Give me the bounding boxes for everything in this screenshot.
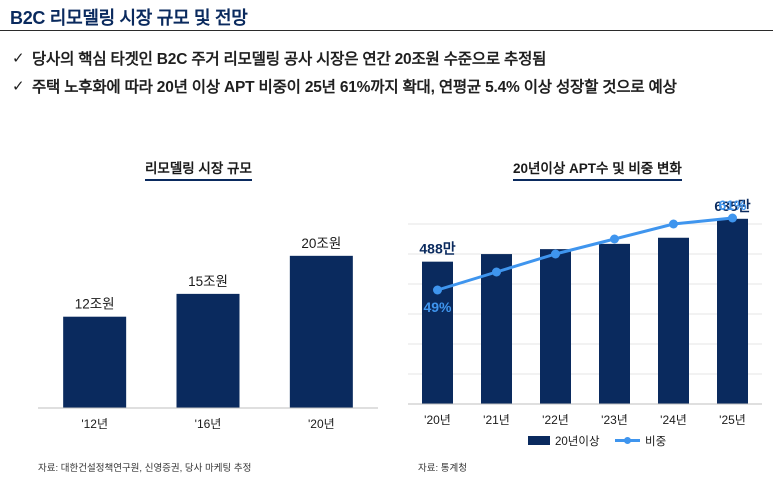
legend-line-label: 비중 [645,435,666,448]
market-bar-1 [176,293,240,408]
market-bar-0 [63,316,127,408]
apt-bar-4 [658,237,689,404]
apt-x-tick-2: '22년 [542,413,569,427]
legend-bar-swatch [528,436,550,445]
market-bar-2 [289,255,353,408]
apt-bar-1 [481,254,512,404]
legend-bar-label: 20년이상 [555,435,600,448]
ratio-annotation-0: 49% [423,299,452,315]
legend-line-marker [624,437,631,444]
page-title: B2C 리모델링 시장 규모 및 전망 [10,8,248,28]
apt-x-tick-3: '23년 [601,413,628,427]
chart2-apt-ratio: '20년 '21년 '22년 '23년 '24년 '25년 488만 635만 49% 61% 20… [408,197,762,448]
bullet-item: ✓ 주택 노후화에 따라 20년 이상 APT 비중이 25년 61%까지 확대… [12,72,677,100]
apt-x-tick-4: '24년 [660,413,687,427]
bullet-item: ✓ 당사의 핵심 타겟인 B2C 주거 리모델링 공사 시장은 연간 20조원 … [12,44,677,72]
checkmark-icon: ✓ [12,50,25,67]
apt-x-tick-5: '25년 [719,413,746,427]
market-bar-label-0: 12조원 [75,297,115,312]
bullet-text: 당사의 핵심 타겟인 B2C 주거 리모델링 공사 시장은 연간 20조원 수준… [32,51,547,68]
apt-bar-2 [540,249,571,404]
ratio-point-2 [551,249,560,259]
title-divider [0,30,773,31]
market-bar-label-1: 15조원 [188,274,228,289]
market-bar-label-2: 20조원 [301,236,341,251]
apt-bar-5 [717,218,748,404]
chart1-title: 리모델링 시장 규모 [145,157,252,181]
ratio-annotation-5: 61% [718,197,747,213]
market-x-tick-0: '12년 [81,417,108,431]
apt-x-tick-0: '20년 [424,413,451,427]
ratio-line [437,216,733,292]
ratio-point-3 [610,234,619,244]
apt-x-tick-1: '21년 [483,413,510,427]
market-x-tick-2: '20년 [308,417,335,431]
ratio-point-5 [728,213,737,223]
chart1-source: 자료: 대한건설정책연구원, 신영증권, 당사 마케팅 추정 [38,463,252,474]
chart1-market-size: 12조원 '12년 15조원 '16년 20조원 '20년 [38,236,378,431]
ratio-point-1 [492,267,501,277]
apt-bar-0 [422,261,453,404]
bullet-list: ✓ 당사의 핵심 타겟인 B2C 주거 리모델링 공사 시장은 연간 20조원 … [12,44,677,100]
apt-bar-annotation-5: 635만 [714,198,750,214]
checkmark-icon: ✓ [12,78,25,95]
ratio-point-0 [433,285,442,295]
chart2-title: 20년이상 APT수 및 비중 변화 [513,157,682,181]
apt-bar-3 [599,243,630,404]
chart2-source: 자료: 통계청 [418,463,467,474]
ratio-point-4 [669,219,678,229]
apt-bar-annotation-0: 488만 [419,241,455,257]
market-x-tick-1: '16년 [195,417,222,431]
bullet-text: 주택 노후화에 따라 20년 이상 APT 비중이 25년 61%까지 확대, … [32,79,677,96]
